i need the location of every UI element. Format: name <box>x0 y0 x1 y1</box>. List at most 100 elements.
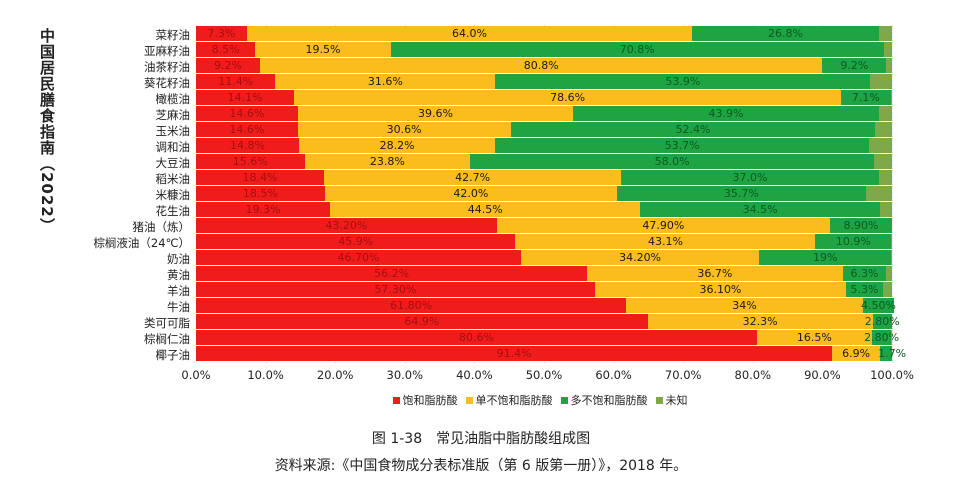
data-label: 37.0% <box>732 170 768 184</box>
category-label: 调和油 <box>155 139 191 154</box>
bar-segment <box>822 58 887 73</box>
data-label: 80.6% <box>459 330 494 344</box>
category-label: 棕榈仁油 <box>144 331 190 346</box>
bar-segment <box>324 186 618 201</box>
category-label: 奶油 <box>167 251 190 266</box>
data-label: 9.2% <box>840 58 869 72</box>
figure-caption: 图 1-38 常见油脂中脂肪酸组成图 <box>371 431 591 447</box>
bar-segment <box>878 170 892 185</box>
category-label: 芝麻油 <box>155 107 191 122</box>
data-label: 80.8% <box>523 58 559 72</box>
bar-segment <box>330 202 641 217</box>
data-label: 44.5% <box>467 202 503 216</box>
legend-swatch <box>560 396 568 404</box>
category-label: 椰子油 <box>155 347 191 362</box>
data-label: 47.90% <box>642 218 685 232</box>
category-label: 菜籽油 <box>155 27 191 42</box>
bar-segment <box>594 282 847 297</box>
legend-item: 多不饱和脂肪酸 <box>560 392 648 408</box>
category-label: 玉米油 <box>155 123 191 138</box>
bar-segment <box>621 170 879 185</box>
data-label: 18.4% <box>242 170 278 184</box>
data-label: 14.6% <box>229 106 265 120</box>
bar-segment <box>196 330 757 345</box>
x-tick-label: 100.0% <box>870 368 914 382</box>
x-tick-label: 60.0% <box>595 368 632 382</box>
data-label: 23.8% <box>369 154 405 168</box>
data-label: 34.5% <box>742 202 778 216</box>
bar-segment <box>617 186 866 201</box>
bar-segment <box>196 26 247 41</box>
bar-segment <box>873 154 892 169</box>
bar-segment <box>842 266 887 281</box>
stacked-bar-chart: 0.0% 10.0% 20.0% 30.0% 40.0% 50.0% 60.0% 70.0% 8… <box>93 25 914 382</box>
x-tick-label: 50.0% <box>525 368 563 382</box>
bar-segment <box>573 106 879 121</box>
data-label: 8.5% <box>211 42 240 56</box>
bar-segment <box>196 90 295 105</box>
bar-segment <box>878 106 892 121</box>
legend-item: 单不饱和脂肪酸 <box>465 392 553 408</box>
legend-label: 单不饱和脂肪酸 <box>475 394 553 407</box>
source-note: 资料来源:《中国食物成分表标准版（第 6 版第一册）》，2018 年。 <box>274 458 688 474</box>
data-label: 10.9% <box>835 234 871 248</box>
bar-segment <box>297 106 574 121</box>
bar-segment <box>756 330 872 345</box>
bar-segment <box>275 74 496 89</box>
bar-segment <box>647 314 873 329</box>
data-label: 19% <box>812 250 838 264</box>
x-tick-label: 40.0% <box>456 368 493 382</box>
side-title: 中国居民膳食指南（2022） <box>38 28 56 234</box>
legend-swatch <box>392 396 400 404</box>
bar-segment <box>390 42 884 57</box>
data-label: 58.0% <box>654 154 690 168</box>
data-label: 35.7% <box>723 186 759 200</box>
bar-segment <box>324 170 622 185</box>
bar-segment <box>832 346 881 361</box>
x-tick-label: 10.0% <box>247 368 284 382</box>
legend-swatch <box>465 396 473 404</box>
bar-segment <box>846 282 883 297</box>
legend-item: 饱和脂肪酸 <box>392 392 458 408</box>
category-label: 花生油 <box>155 203 191 218</box>
category-label: 稻米油 <box>155 171 191 186</box>
data-label: 32.3% <box>742 314 778 328</box>
bar-segment <box>871 330 892 345</box>
data-label: 2.80% <box>864 314 900 328</box>
category-label: 棕榈液油（24℃） <box>93 235 190 250</box>
bar-segment <box>196 106 298 121</box>
bar-segment <box>515 234 816 249</box>
bar-segment <box>496 218 831 233</box>
legend-item: 未知 <box>655 392 688 408</box>
data-label: 70.8% <box>619 42 655 56</box>
legend-swatch <box>655 396 663 404</box>
legend-label: 未知 <box>665 394 688 407</box>
bar-segment <box>304 154 471 169</box>
data-label: 34.20% <box>619 250 662 264</box>
bar-segment <box>297 122 511 137</box>
bar-segment <box>260 58 823 73</box>
bar-segment <box>196 122 298 137</box>
data-label: 28.2% <box>379 138 415 152</box>
data-label: 39.6% <box>417 106 453 120</box>
data-label: 9.2% <box>214 58 242 72</box>
data-label: 42.0% <box>453 186 489 200</box>
data-label: 14.6% <box>229 122 265 136</box>
bar-segment <box>196 282 595 297</box>
bar-segment <box>841 90 891 105</box>
bar-segment <box>891 330 892 345</box>
data-label: 31.6% <box>367 74 403 88</box>
data-label: 11.4% <box>218 74 254 88</box>
bar-segment <box>830 218 892 233</box>
bar-segment <box>692 26 879 41</box>
data-label: 43.1% <box>647 234 683 248</box>
bar-segment <box>891 234 892 249</box>
category-label: 牛油 <box>167 299 190 314</box>
bar-segment <box>815 234 892 249</box>
data-label: 30.6% <box>386 122 422 136</box>
data-label: 7.3% <box>207 26 236 40</box>
data-label: 43.9% <box>708 106 744 120</box>
x-tick-label: 30.0% <box>386 368 424 382</box>
gridline <box>892 25 893 363</box>
category-label: 大豆油 <box>155 155 191 170</box>
